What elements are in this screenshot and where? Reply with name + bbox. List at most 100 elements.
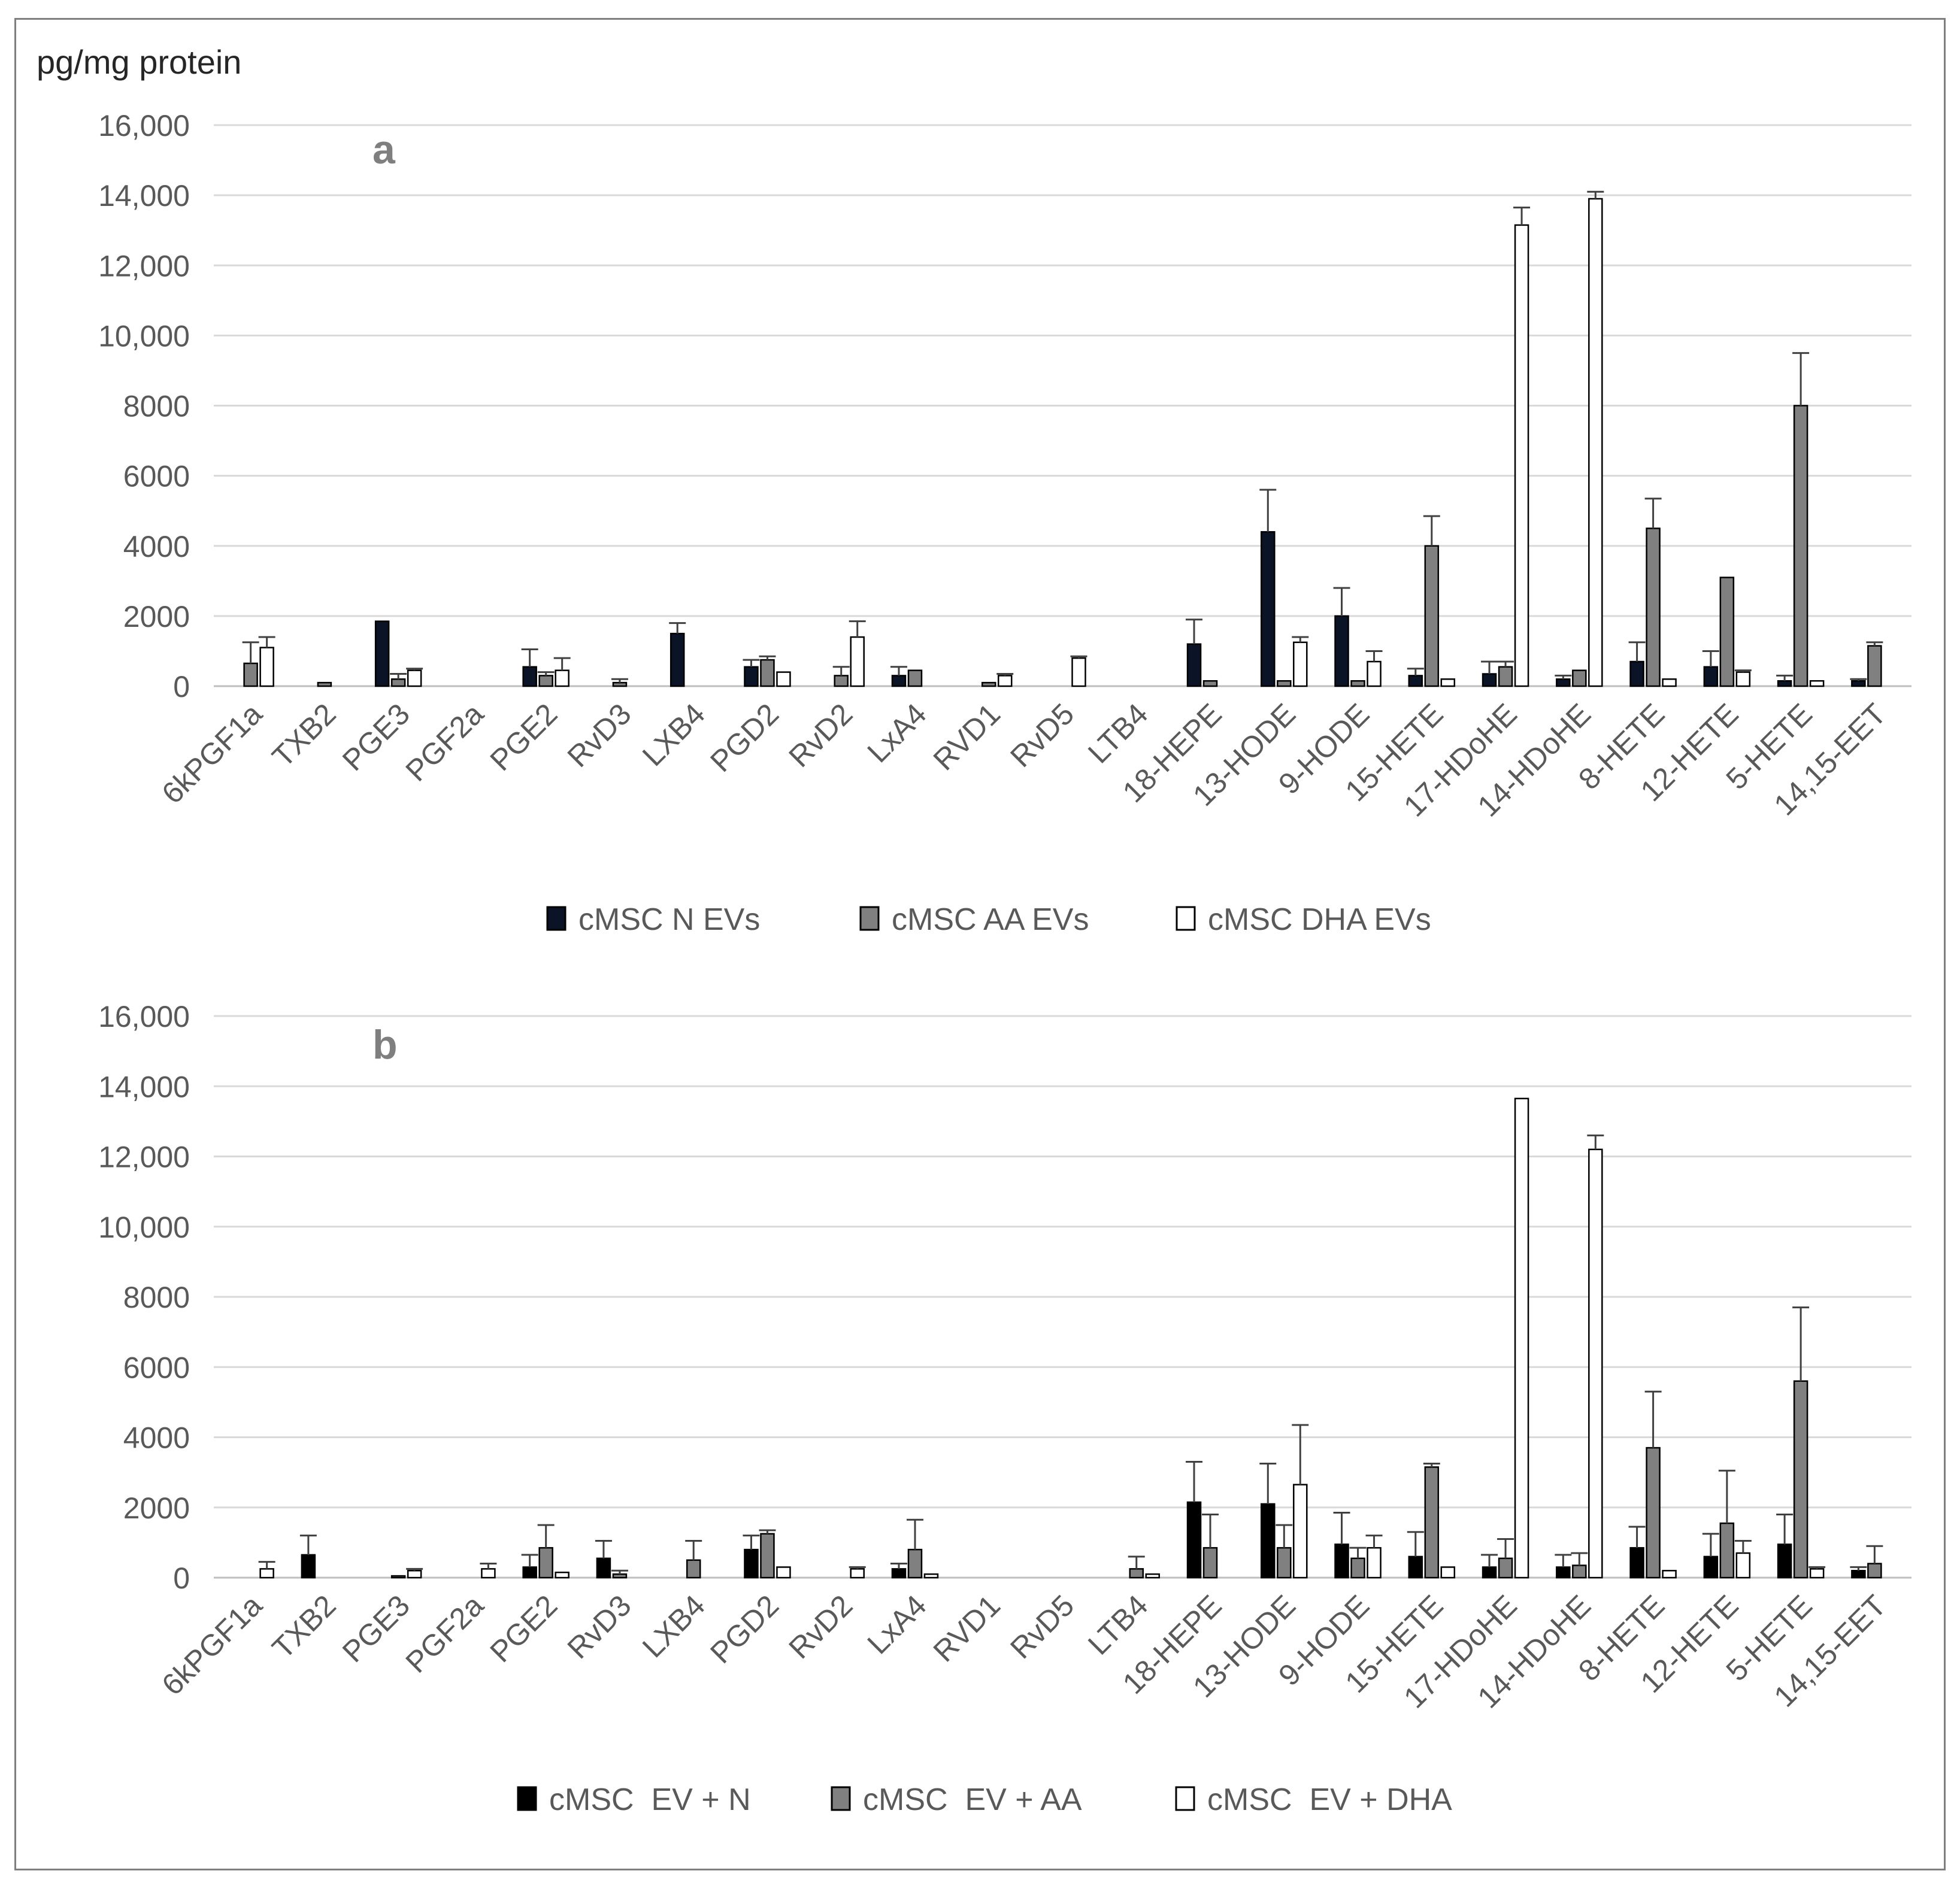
bar-aa <box>1572 1564 1587 1579</box>
bar-aa <box>612 681 628 687</box>
bar-aa <box>1867 1563 1882 1579</box>
bar-aa <box>390 1575 406 1579</box>
x-tick-label: TXB2 <box>266 1588 343 1665</box>
bar-dha <box>1662 1570 1677 1579</box>
y-tick-label: 6000 <box>123 460 190 493</box>
x-tick-label: RvD5 <box>1004 697 1080 774</box>
legend-swatch <box>859 906 880 931</box>
y-tick-label: 16,000 <box>98 109 190 142</box>
x-tick-label: RvD2 <box>782 697 859 774</box>
bar-aa <box>981 681 996 687</box>
x-tick-label: RVD1 <box>927 697 1007 777</box>
bar-dha <box>407 669 422 687</box>
bar-n_top <box>891 675 907 687</box>
bar-n_top <box>1703 666 1719 687</box>
bar-aa <box>1719 1522 1735 1579</box>
bar-dha <box>259 647 274 687</box>
x-tick-label: RvD3 <box>561 1588 638 1665</box>
legend-swatch <box>1176 906 1196 931</box>
bar-n_bottom <box>1851 1570 1866 1579</box>
bar-aa <box>907 669 923 687</box>
x-tick-label: LxA4 <box>861 1588 933 1660</box>
bar-dha <box>259 1568 274 1579</box>
y-tick-label: 10,000 <box>98 319 190 353</box>
y-tick-label: 12,000 <box>98 1141 190 1174</box>
legend-label: cMSC EV + AA <box>863 1782 1082 1817</box>
legend-swatch <box>546 906 567 931</box>
x-tick-label: TXB2 <box>266 697 343 774</box>
bar-n_bottom <box>891 1568 907 1579</box>
bar-n_top <box>1851 680 1866 687</box>
bar-aa <box>1646 1447 1661 1579</box>
bar-n_bottom <box>1408 1556 1423 1579</box>
bar-dha <box>1367 1547 1382 1579</box>
bar-dha <box>1662 678 1677 687</box>
y-tick-label: 10,000 <box>98 1211 190 1244</box>
bar-aa <box>1202 1547 1218 1579</box>
bar-n_bottom <box>1777 1544 1792 1579</box>
y-tick-label: 12,000 <box>98 249 190 283</box>
bar-aa <box>612 1573 628 1579</box>
legend-label: cMSC AA EVs <box>892 902 1089 937</box>
bar-n_top <box>1777 680 1792 687</box>
bar-dha <box>1293 1484 1308 1579</box>
x-tick-label: LxA4 <box>861 697 933 769</box>
bar-dha <box>1145 1573 1161 1579</box>
legend-swatch <box>1175 1786 1195 1811</box>
bar-aa <box>686 1559 701 1579</box>
y-tick-label: 8000 <box>123 390 190 423</box>
bar-aa <box>760 1533 775 1579</box>
bar-aa <box>243 662 258 687</box>
legend-label: cMSC N EVs <box>578 902 760 937</box>
bar-dha <box>1514 1097 1529 1579</box>
x-tick-label: 6kPGF1a <box>155 697 268 810</box>
bar-aa <box>390 678 406 687</box>
bar-n_top <box>522 666 537 687</box>
bar-dha <box>997 675 1013 687</box>
x-tick-label: PGE2 <box>484 697 564 777</box>
bar-n_top <box>1408 675 1423 687</box>
bar-dha <box>555 669 569 687</box>
y-axis-unit-label: pg/mg protein <box>37 43 241 81</box>
x-tick-label: RvD2 <box>782 1588 859 1665</box>
y-tick-label: 0 <box>173 1561 190 1595</box>
y-tick-label: 14,000 <box>98 1070 190 1103</box>
bar-n_top <box>1186 643 1202 687</box>
bar-dha <box>1293 641 1308 687</box>
bar-aa <box>1793 405 1808 687</box>
bar-n_bottom <box>1703 1556 1719 1579</box>
bar-aa <box>1572 669 1587 687</box>
bar-aa <box>1350 680 1365 687</box>
legend-swatch <box>831 1786 851 1811</box>
bar-n_bottom <box>1556 1566 1571 1579</box>
bar-n_bottom <box>744 1548 759 1579</box>
bar-aa <box>1424 545 1440 687</box>
bar-n_top <box>1556 678 1571 687</box>
bar-dha <box>1809 680 1825 687</box>
bar-dha <box>1367 660 1382 687</box>
bar-aa <box>1498 1557 1513 1579</box>
y-tick-label: 0 <box>173 670 190 704</box>
panel-b: 0 2000 4000 6000 8000 10,000 12,000 14,000 16,00… <box>98 1000 1911 1817</box>
bar-dha <box>850 1568 865 1579</box>
bar-dha <box>776 1566 791 1579</box>
bar-aa <box>1498 666 1513 687</box>
bar-n_top <box>744 666 759 687</box>
bar-n_top <box>374 620 390 687</box>
x-tick-label: PGD2 <box>704 1588 785 1670</box>
bar-aa <box>538 675 553 687</box>
bar-dha <box>1440 1566 1456 1579</box>
bar-dha <box>1735 671 1751 687</box>
y-tick-label: 2000 <box>123 1491 190 1525</box>
bar-aa <box>1129 1568 1144 1579</box>
bar-n_top <box>670 632 685 687</box>
x-tick-label: PGD2 <box>704 697 785 778</box>
y-tick-label: 4000 <box>123 1421 190 1455</box>
bar-n_bottom <box>1261 1503 1276 1579</box>
bar-n_bottom <box>1629 1547 1644 1579</box>
y-tick-label: 14,000 <box>98 179 190 213</box>
y-tick-label: 8000 <box>123 1281 190 1314</box>
bar-n_top <box>1482 673 1497 687</box>
bar-aa <box>907 1548 923 1579</box>
bar-dha <box>776 671 791 687</box>
